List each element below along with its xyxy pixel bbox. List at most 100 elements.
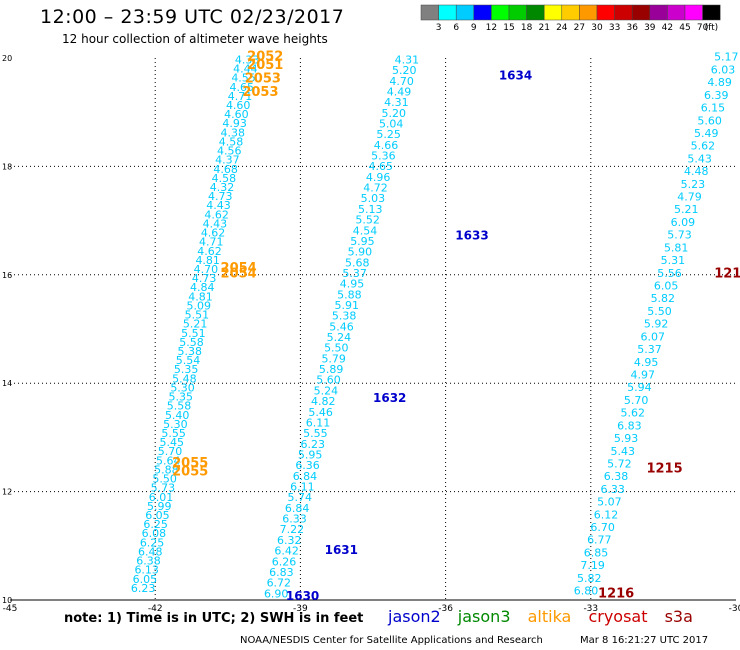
colorbar-label: 33 — [609, 23, 620, 33]
wave-height-point: 5.50 — [647, 305, 672, 318]
wave-height-point: 5.35 — [174, 363, 199, 376]
wave-height-point: 6.09 — [671, 216, 696, 229]
colorbar-label: 45 — [679, 23, 690, 33]
wave-height-point: 4.70 — [194, 263, 219, 276]
wave-height-point: 4.33 — [235, 53, 260, 66]
wave-height-point: 4.73 — [208, 190, 233, 203]
wave-height-point: 4.37 — [215, 154, 240, 167]
wave-height-point: 5.38 — [177, 345, 202, 358]
wave-height-point: 5.36 — [371, 150, 396, 163]
wave-height-point: 5.51 — [185, 309, 210, 322]
y-tick-label: 12 — [2, 488, 12, 497]
wave-height-point: 5.04 — [379, 117, 404, 130]
wave-height-point: 7.19 — [580, 559, 605, 572]
wave-height-point: 4.65 — [368, 160, 393, 173]
wave-height-point: 5.62 — [620, 407, 645, 420]
wave-height-point: 4.93 — [222, 117, 247, 130]
wave-height-point: 5.03 — [361, 192, 386, 205]
wave-height-point: 4.95 — [634, 356, 659, 369]
wave-height-point: 6.36 — [295, 459, 320, 472]
wave-height-point: 4.60 — [226, 99, 251, 112]
pass-label: 1216 — [598, 586, 634, 601]
colorbar-label: 6 — [453, 23, 459, 33]
wave-height-point: 6.26 — [272, 555, 297, 568]
colorbar-label: 36 — [626, 23, 638, 33]
pass-label: 2053 — [245, 71, 281, 86]
colorbar-swatch — [667, 4, 686, 21]
wave-height-point: 5.56 — [657, 267, 682, 280]
colorbar-label: 27 — [574, 23, 585, 33]
wave-height-point: 4.66 — [374, 139, 399, 152]
wave-height-point: 6.33 — [600, 483, 625, 496]
wave-height-point: 6.23 — [131, 582, 156, 595]
wave-height-point: 5.48 — [172, 372, 197, 385]
wave-height-point: 5.81 — [664, 241, 689, 254]
wave-height-point: 6.07 — [641, 330, 666, 343]
wave-height-point: 4.55 — [231, 72, 256, 85]
colorbar-swatch — [526, 4, 545, 21]
pass-label: 2053 — [242, 85, 278, 100]
wave-height-point: 4.43 — [206, 199, 231, 212]
wave-height-point: 5.31 — [661, 254, 686, 267]
wave-height-point: 5.68 — [345, 256, 370, 269]
wave-height-point: 4.65 — [230, 81, 255, 94]
colorbar-swatch — [508, 4, 527, 21]
wave-height-point: 5.46 — [329, 320, 354, 333]
wave-height-point: 6.83 — [269, 566, 294, 579]
wave-height-point: 7.22 — [280, 523, 305, 536]
colorbar-label: 70 — [697, 23, 709, 33]
y-tick-label: 20 — [2, 54, 12, 63]
wave-height-point: 6.01 — [149, 491, 174, 504]
wave-height-point: 6.11 — [290, 481, 315, 494]
wave-height-point: 4.81 — [188, 290, 213, 303]
wave-height-point: 6.11 — [306, 416, 331, 429]
colorbar-swatch — [614, 4, 633, 21]
wave-height-point: 5.74 — [287, 491, 312, 504]
wave-height-point: 5.62 — [691, 140, 716, 153]
colorbar-label: 21 — [538, 23, 549, 33]
wave-height-point: 6.42 — [274, 545, 299, 558]
wave-height-point: 5.45 — [160, 436, 185, 449]
wave-height-point: 5.20 — [382, 107, 407, 120]
pass-label: 1631 — [325, 543, 358, 557]
wave-height-point: 5.70 — [158, 445, 183, 458]
x-tick-label: -39 — [293, 604, 308, 614]
wave-height-point: 5.73 — [667, 229, 692, 242]
wave-height-point: 6.39 — [704, 89, 729, 102]
wave-height-point: 5.58 — [167, 400, 192, 413]
wave-height-point: 4.54 — [353, 224, 378, 237]
wave-height-point: 5.37 — [637, 343, 662, 356]
wave-height-point: 5.82 — [651, 292, 676, 305]
colorbar-swatch — [473, 4, 492, 21]
wave-height-point: 5.30 — [163, 418, 188, 431]
wave-height-point: 5.30 — [170, 381, 195, 394]
wave-height-point: 6.23 — [301, 438, 326, 451]
colorbar-swatch — [596, 4, 615, 21]
wave-height-point: 6.33 — [282, 513, 307, 526]
wave-height-point: 6.48 — [138, 545, 163, 558]
wave-height-point: 4.72 — [363, 182, 388, 195]
colorbar-swatch — [702, 4, 721, 21]
legend-altika: altika — [527, 607, 572, 626]
wave-height-point: 5.43 — [687, 152, 712, 165]
wave-height-point: 4.62 — [201, 227, 226, 240]
wave-height-point: 5.73 — [151, 482, 176, 495]
wave-height-point: 5.25 — [376, 128, 401, 141]
footnote: note: 1) Time is in UTC; 2) SWH is in fe… — [64, 611, 364, 626]
colorbar-label: 30 — [591, 23, 603, 33]
wave-height-point: 5.51 — [181, 327, 206, 340]
wave-height-point: 5.89 — [319, 363, 344, 376]
colorbar-swatch — [420, 4, 439, 21]
wave-height-point: 6.25 — [140, 536, 165, 549]
colorbar-swatch — [649, 4, 668, 21]
x-tick-label: -33 — [583, 604, 598, 614]
wave-height-point: 5.09 — [186, 299, 211, 312]
wave-height-point: 5.07 — [597, 496, 622, 509]
wave-height-point: 4.38 — [221, 126, 246, 139]
colorbar-swatch — [579, 4, 598, 21]
wave-height-point: 5.70 — [624, 394, 649, 407]
wave-height-point: 5.20 — [392, 64, 417, 77]
wave-height-point: 4.84 — [190, 281, 215, 294]
wave-height-point: 5.49 — [694, 127, 719, 140]
